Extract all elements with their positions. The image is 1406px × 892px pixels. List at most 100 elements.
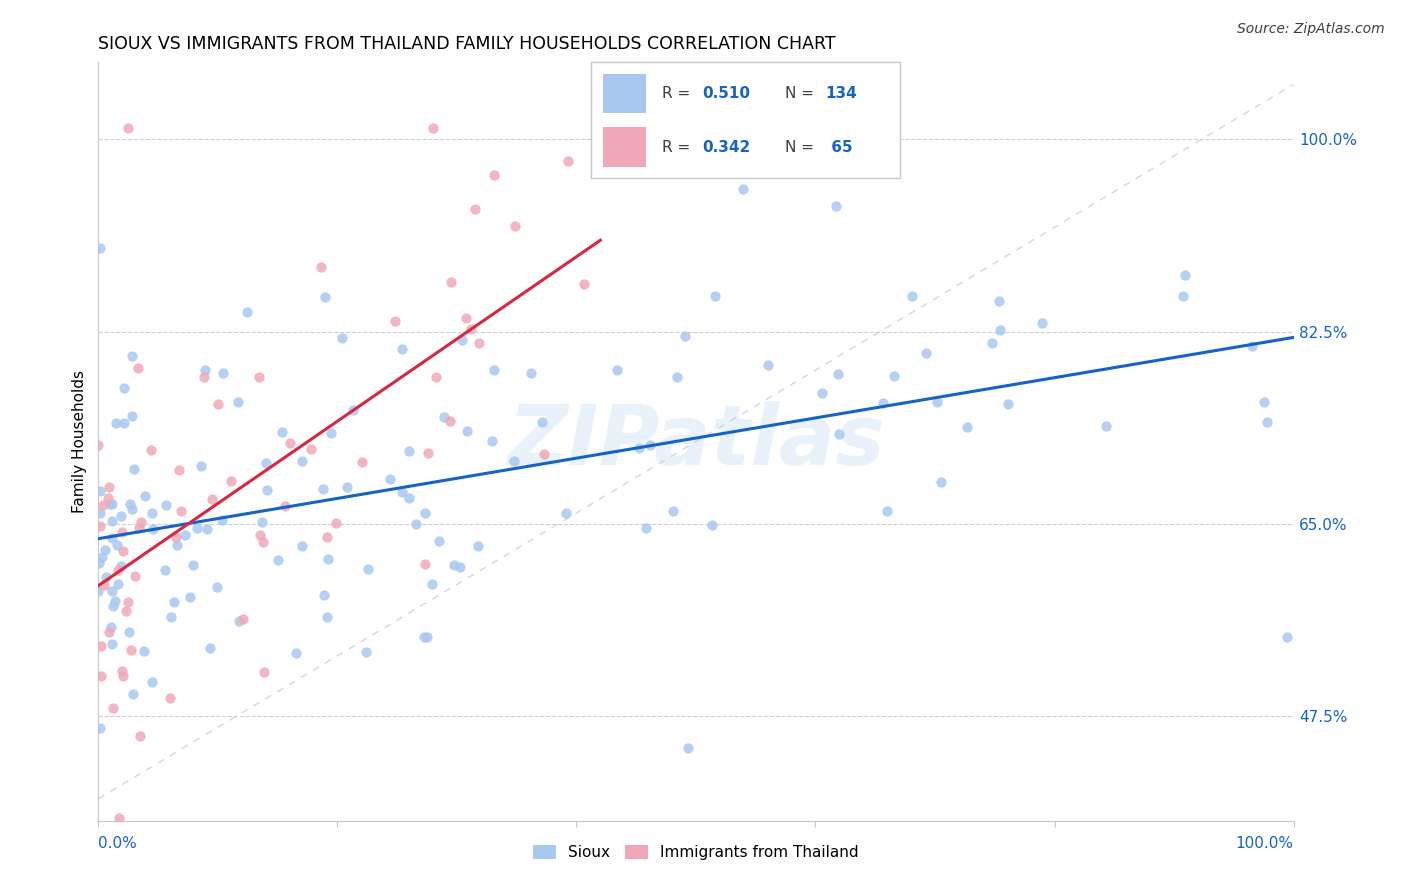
- Point: [824, 199, 846, 213]
- Text: ZIPatlas: ZIPatlas: [508, 401, 884, 482]
- FancyBboxPatch shape: [591, 62, 900, 178]
- Point: [98, 480, 121, 494]
- Point: [179, 590, 201, 604]
- Point: [391, 484, 413, 499]
- Point: [169, 504, 191, 518]
- Point: [101, 584, 124, 599]
- Point: [810, 99, 832, 113]
- Point: [105, 538, 128, 552]
- Point: [120, 642, 142, 657]
- Point: [321, 426, 343, 441]
- Point: [673, 329, 696, 343]
- Point: [247, 370, 270, 384]
- Point: [98, 497, 121, 511]
- Point: [827, 368, 849, 382]
- Point: [914, 346, 936, 360]
- Point: [228, 615, 250, 629]
- Point: [97, 624, 120, 639]
- Point: [869, 99, 891, 113]
- Point: [606, 363, 628, 377]
- Point: [107, 563, 129, 577]
- Point: [117, 121, 139, 136]
- Point: [101, 531, 124, 545]
- Point: [118, 625, 141, 640]
- Point: [201, 491, 224, 506]
- Point: [981, 335, 1004, 350]
- Point: [89, 483, 111, 498]
- Point: [997, 397, 1019, 411]
- Point: [315, 530, 337, 544]
- Point: [378, 472, 401, 486]
- Point: [103, 599, 125, 614]
- Point: [467, 540, 489, 554]
- Point: [1031, 316, 1053, 330]
- Point: [165, 530, 187, 544]
- Point: [267, 553, 290, 567]
- Text: N =: N =: [786, 87, 820, 102]
- Point: [195, 522, 218, 536]
- Point: [443, 558, 465, 572]
- Point: [285, 646, 308, 660]
- Point: [101, 497, 124, 511]
- Point: [101, 514, 124, 528]
- Point: [122, 687, 145, 701]
- Point: [94, 570, 117, 584]
- Point: [413, 630, 436, 644]
- Y-axis label: Family Households: Family Households: [72, 370, 87, 513]
- Point: [676, 741, 699, 756]
- Point: [101, 637, 124, 651]
- Point: [90, 639, 112, 653]
- Point: [141, 507, 163, 521]
- Point: [1171, 288, 1194, 302]
- Point: [315, 609, 337, 624]
- Point: [249, 528, 271, 542]
- Legend: Sioux, Immigrants from Thailand: Sioux, Immigrants from Thailand: [527, 838, 865, 866]
- Point: [468, 336, 491, 351]
- Point: [555, 506, 578, 520]
- Point: [100, 620, 122, 634]
- Point: [1275, 630, 1298, 644]
- Point: [193, 370, 215, 384]
- Point: [342, 402, 364, 417]
- Point: [129, 515, 152, 529]
- Text: 0.342: 0.342: [702, 139, 751, 154]
- Point: [121, 349, 143, 363]
- Point: [89, 506, 111, 520]
- Point: [634, 521, 657, 535]
- Point: [756, 359, 779, 373]
- Point: [422, 121, 444, 136]
- Point: [456, 424, 478, 438]
- Point: [311, 260, 333, 275]
- Point: [456, 311, 478, 326]
- Point: [810, 385, 832, 400]
- Point: [627, 441, 650, 455]
- Point: [482, 363, 505, 377]
- Point: [1253, 394, 1275, 409]
- Point: [451, 334, 474, 348]
- Point: [250, 515, 273, 529]
- Point: [336, 480, 359, 494]
- Point: [449, 560, 471, 574]
- Point: [115, 604, 138, 618]
- Text: Source: ZipAtlas.com: Source: ZipAtlas.com: [1237, 22, 1385, 37]
- Point: [593, 112, 616, 126]
- Point: [120, 497, 142, 511]
- Point: [1095, 418, 1118, 433]
- Point: [207, 397, 229, 411]
- Point: [112, 381, 135, 395]
- Text: SIOUX VS IMMIGRANTS FROM THAILAND FAMILY HOUSEHOLDS CORRELATION CHART: SIOUX VS IMMIGRANTS FROM THAILAND FAMILY…: [98, 35, 837, 53]
- Text: R =: R =: [662, 139, 695, 154]
- Point: [330, 330, 353, 344]
- Point: [440, 276, 463, 290]
- Point: [110, 509, 132, 524]
- Point: [1241, 339, 1264, 353]
- Point: [111, 664, 134, 678]
- Point: [110, 559, 132, 574]
- Point: [420, 577, 443, 591]
- Point: [988, 293, 1011, 308]
- Point: [93, 578, 115, 592]
- Point: [464, 202, 486, 217]
- Point: [311, 482, 333, 496]
- Point: [828, 427, 851, 442]
- Point: [557, 154, 579, 169]
